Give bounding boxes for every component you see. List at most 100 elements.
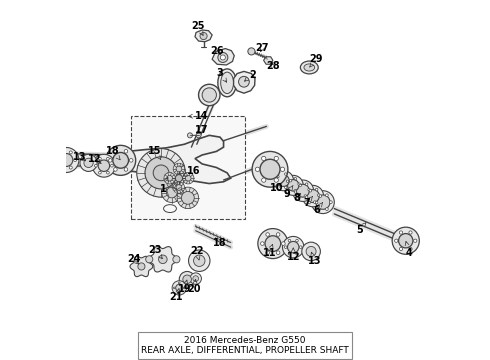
Text: 25: 25 bbox=[191, 21, 205, 35]
Circle shape bbox=[274, 178, 278, 182]
Polygon shape bbox=[148, 247, 177, 272]
Circle shape bbox=[318, 208, 320, 211]
Circle shape bbox=[252, 152, 288, 187]
Circle shape bbox=[173, 163, 185, 175]
Circle shape bbox=[200, 32, 207, 40]
Circle shape bbox=[189, 250, 210, 271]
Circle shape bbox=[288, 239, 291, 242]
Circle shape bbox=[176, 185, 182, 190]
Circle shape bbox=[318, 194, 320, 197]
Polygon shape bbox=[195, 30, 212, 42]
Circle shape bbox=[299, 184, 301, 186]
Circle shape bbox=[196, 133, 201, 138]
Circle shape bbox=[167, 187, 177, 198]
Circle shape bbox=[54, 148, 79, 172]
Text: 20: 20 bbox=[188, 279, 201, 294]
Circle shape bbox=[290, 180, 292, 182]
Circle shape bbox=[182, 172, 194, 184]
Circle shape bbox=[284, 246, 287, 248]
Circle shape bbox=[183, 275, 192, 284]
Circle shape bbox=[299, 246, 302, 248]
Circle shape bbox=[239, 76, 249, 87]
Circle shape bbox=[274, 156, 278, 161]
Text: 4: 4 bbox=[405, 242, 413, 258]
Circle shape bbox=[283, 237, 304, 258]
Circle shape bbox=[316, 195, 330, 209]
Circle shape bbox=[146, 256, 153, 263]
Circle shape bbox=[319, 195, 321, 197]
Circle shape bbox=[286, 180, 289, 183]
Text: 3: 3 bbox=[217, 68, 227, 82]
Circle shape bbox=[173, 287, 175, 289]
Circle shape bbox=[399, 247, 403, 251]
Circle shape bbox=[113, 153, 128, 168]
Circle shape bbox=[137, 149, 185, 197]
Circle shape bbox=[285, 173, 287, 175]
Circle shape bbox=[398, 234, 413, 248]
Circle shape bbox=[283, 175, 303, 195]
Circle shape bbox=[69, 151, 72, 154]
Circle shape bbox=[399, 231, 403, 234]
Circle shape bbox=[277, 175, 279, 178]
Circle shape bbox=[295, 239, 298, 242]
Circle shape bbox=[177, 187, 198, 208]
Circle shape bbox=[409, 247, 412, 251]
Circle shape bbox=[162, 183, 182, 203]
Circle shape bbox=[56, 158, 59, 162]
Circle shape bbox=[183, 287, 185, 289]
Circle shape bbox=[325, 194, 328, 197]
Circle shape bbox=[329, 201, 332, 203]
Circle shape bbox=[262, 156, 266, 161]
Text: 26: 26 bbox=[210, 46, 224, 56]
Circle shape bbox=[294, 177, 296, 180]
Bar bbox=[131, 116, 245, 219]
Text: 13: 13 bbox=[308, 252, 321, 266]
Text: 5: 5 bbox=[356, 223, 366, 235]
Circle shape bbox=[266, 233, 270, 236]
Circle shape bbox=[190, 273, 201, 284]
Text: 29: 29 bbox=[310, 54, 323, 67]
Circle shape bbox=[193, 276, 198, 282]
Circle shape bbox=[60, 154, 73, 166]
Circle shape bbox=[194, 255, 205, 266]
Circle shape bbox=[276, 233, 280, 236]
Circle shape bbox=[202, 88, 217, 102]
Circle shape bbox=[248, 48, 255, 55]
Circle shape bbox=[304, 195, 307, 197]
Circle shape bbox=[108, 158, 112, 162]
Circle shape bbox=[306, 190, 319, 203]
Text: 19: 19 bbox=[177, 280, 191, 294]
Text: 28: 28 bbox=[266, 62, 280, 71]
Text: 18: 18 bbox=[213, 238, 227, 248]
Circle shape bbox=[173, 182, 185, 193]
Circle shape bbox=[308, 188, 310, 191]
Ellipse shape bbox=[220, 72, 234, 94]
Text: 23: 23 bbox=[148, 245, 162, 259]
Circle shape bbox=[176, 166, 182, 172]
Circle shape bbox=[172, 281, 186, 295]
Text: 12: 12 bbox=[88, 154, 102, 163]
Circle shape bbox=[288, 180, 299, 191]
Polygon shape bbox=[130, 256, 153, 276]
Text: 24: 24 bbox=[127, 254, 140, 264]
Circle shape bbox=[314, 201, 316, 203]
Circle shape bbox=[255, 167, 260, 171]
Text: 18: 18 bbox=[106, 147, 120, 160]
Circle shape bbox=[124, 168, 128, 171]
Circle shape bbox=[98, 171, 101, 174]
Circle shape bbox=[306, 247, 316, 256]
Text: 2: 2 bbox=[245, 69, 255, 81]
Ellipse shape bbox=[300, 61, 318, 74]
Circle shape bbox=[185, 175, 191, 181]
Circle shape bbox=[260, 159, 280, 179]
Circle shape bbox=[392, 227, 419, 254]
Circle shape bbox=[277, 184, 279, 186]
Circle shape bbox=[295, 252, 298, 255]
Circle shape bbox=[278, 175, 289, 186]
Circle shape bbox=[218, 53, 228, 63]
Circle shape bbox=[178, 292, 180, 294]
Circle shape bbox=[153, 165, 169, 181]
Text: 1: 1 bbox=[159, 177, 168, 194]
Circle shape bbox=[312, 191, 334, 213]
Circle shape bbox=[262, 178, 266, 182]
